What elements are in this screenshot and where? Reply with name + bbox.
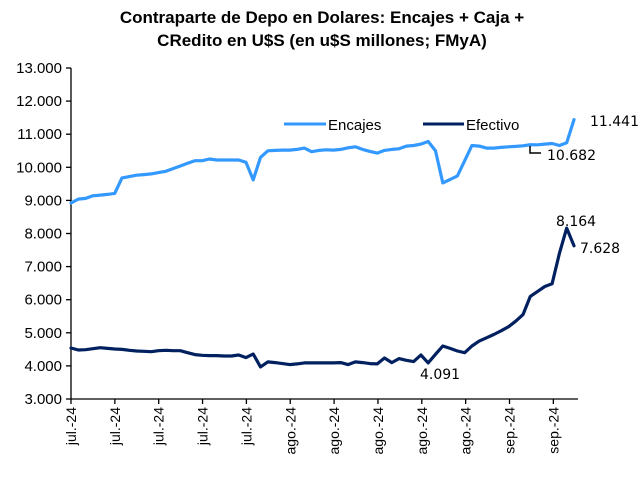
series-line-efectivo <box>69 226 576 369</box>
data-label-encajes-last: 11.441 <box>590 114 639 130</box>
series-line-encajes <box>69 117 576 205</box>
data-label-leader-line <box>529 146 541 154</box>
x-tick-label: ago.-24 <box>370 407 386 455</box>
y-tick-label: 3.000 <box>24 391 62 408</box>
chart-title-line-2: CRedito en U$S (en u$S millones; FMyA) <box>157 31 487 50</box>
x-tick-label: jul.-24 <box>151 407 167 446</box>
y-axis: 3.000 4.000 5.000 6.000 7.000 8.000 9.000 10.00… <box>16 60 72 408</box>
y-tick-label: 9.000 <box>24 192 62 209</box>
data-label-efectivo-min: 4.091 <box>420 367 460 383</box>
x-tick-label: ago.-24 <box>414 407 430 455</box>
y-tick-label: 13.000 <box>16 60 62 77</box>
data-label-efectivo-peak: 8.164 <box>556 214 596 230</box>
x-tick-label: jul.-24 <box>238 407 254 446</box>
y-tick-label: 6.000 <box>24 292 62 309</box>
y-tick-label: 7.000 <box>24 259 62 276</box>
data-label-efectivo-last: 7.628 <box>580 241 620 257</box>
y-tick-label: 5.000 <box>24 325 62 342</box>
x-tick-label: ago.-24 <box>458 407 474 455</box>
x-tick-label: jul.-24 <box>63 407 79 446</box>
y-tick-label: 12.000 <box>16 93 62 110</box>
y-tick-label: 10.000 <box>16 159 62 176</box>
legend-label-efectivo: Efectivo <box>466 117 519 134</box>
legend: Encajes Efectivo <box>284 117 519 134</box>
x-tick-label: jul.-24 <box>107 407 123 446</box>
x-axis: jul.-24 jul.-24 jul.-24 jul.-24 jul.-24 ago.-… <box>63 398 578 455</box>
y-tick-label: 4.000 <box>24 358 62 375</box>
x-tick-label: sep.-24 <box>502 407 518 454</box>
legend-label-encajes: Encajes <box>328 117 381 134</box>
series-layer <box>69 117 576 369</box>
chart-title-line-1: Contraparte de Depo en Dolares: Encajes … <box>120 8 524 27</box>
x-tick-label: ago.-24 <box>282 407 298 455</box>
y-tick-label: 11.000 <box>17 126 62 143</box>
x-tick-label: ago.-24 <box>326 407 342 455</box>
chart-title: Contraparte de Depo en Dolares: Encajes … <box>120 8 524 50</box>
x-tick-label: sep.-24 <box>545 407 561 454</box>
y-tick-label: 8.000 <box>24 226 62 243</box>
x-tick-label: jul.-24 <box>195 407 211 446</box>
data-label-encajes-prev: 10.682 <box>547 148 596 164</box>
data-labels: 11.441 10.682 8.164 7.628 4.091 <box>420 114 639 383</box>
